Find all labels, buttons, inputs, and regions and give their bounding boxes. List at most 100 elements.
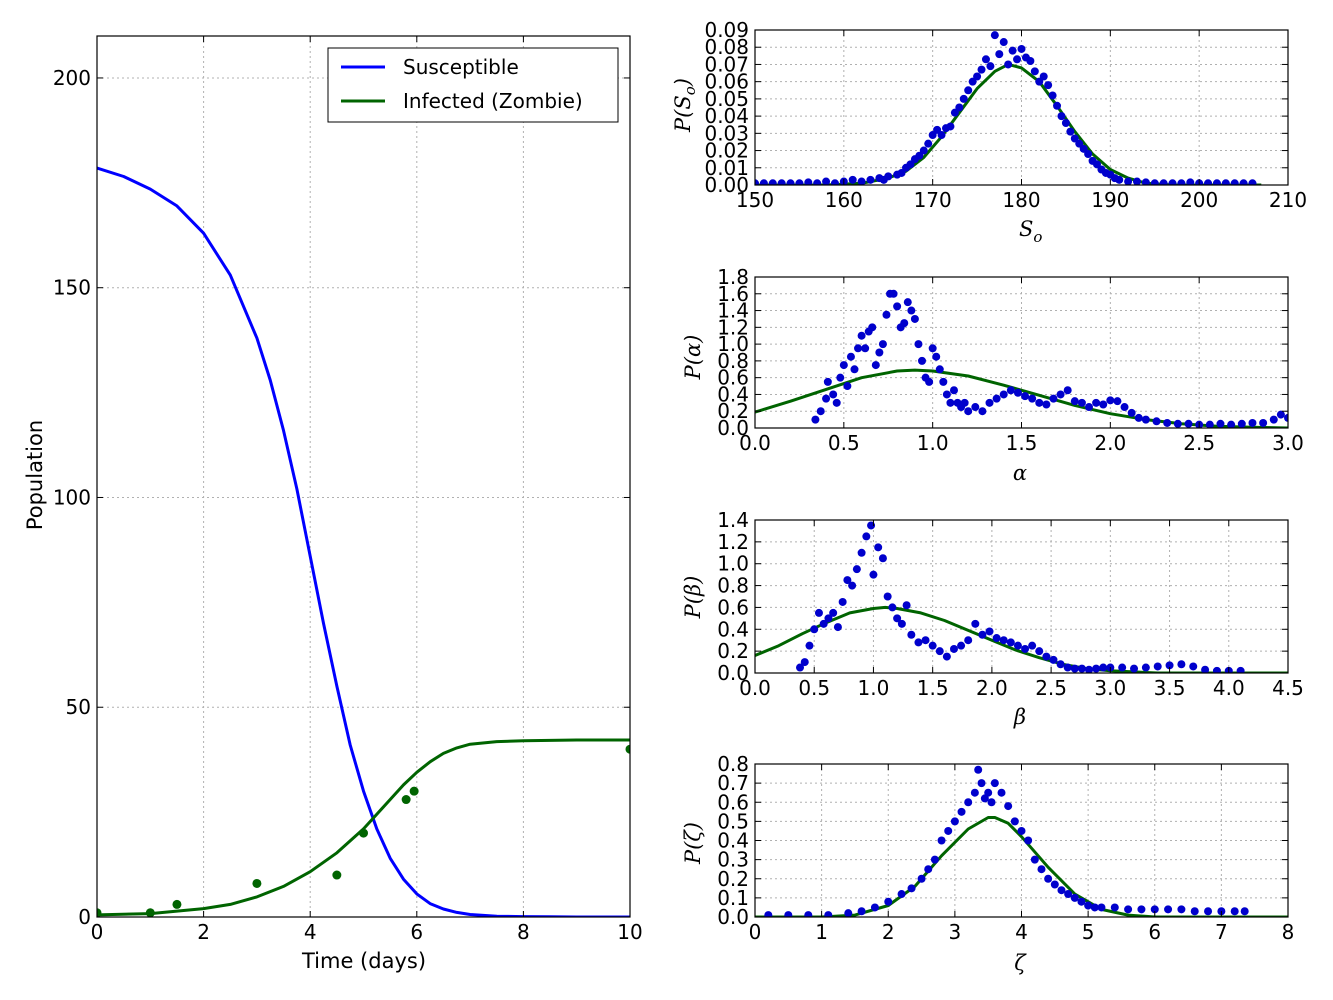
so-data-point [848, 175, 857, 184]
zeta-data-point [987, 798, 996, 807]
zeta-ytick-label: 0.8 [717, 752, 749, 776]
zeta-data-point [930, 855, 939, 864]
main-data-point [145, 908, 155, 917]
so-data-point [884, 172, 893, 181]
main-xlabel: Time (days) [301, 949, 426, 973]
beta-xtick-label: 0.5 [798, 676, 830, 700]
alpha-data-point [1106, 396, 1115, 405]
alpha-data-point [1284, 413, 1288, 422]
so-ytick-label: 0.01 [704, 156, 749, 180]
alpha-data-point [832, 398, 841, 407]
zeta-data-point [974, 765, 983, 774]
so-data-point [830, 179, 839, 185]
zeta-data-point [984, 788, 993, 797]
beta-data-point [796, 663, 805, 672]
beta-axes-frame [754, 519, 1289, 674]
so-data-point [1057, 112, 1066, 121]
zeta-ytick-label: 0.6 [717, 790, 749, 814]
main-xtick-label: 0 [91, 920, 104, 944]
alpha-ytick-label: 0.2 [717, 399, 749, 423]
zeta-data-point [1017, 826, 1026, 835]
alpha-data-point [992, 394, 1001, 403]
alpha-data-point [857, 331, 866, 340]
alpha-xtick-label: 0.5 [828, 431, 860, 455]
alpha-data-point [1049, 394, 1058, 403]
alpha-data-point [893, 302, 902, 311]
beta-data-point [1077, 664, 1086, 673]
alpha-data-point [875, 348, 884, 357]
zeta-data-point [897, 890, 906, 899]
so-ytick-label: 0.08 [704, 35, 749, 59]
zeta-data-point [944, 826, 953, 835]
zeta-data-point [1070, 893, 1079, 902]
alpha-xtick-label: 2.5 [1183, 431, 1215, 455]
alpha-data-point [1028, 394, 1037, 403]
so-data-point [1026, 57, 1035, 65]
so-data-point [1177, 179, 1186, 185]
beta-data-point [888, 603, 897, 612]
alpha-plot: 0.0 0.5 1.0 1.5 2.0 2.5 3.00.00.20.40.60.81.01… [717, 265, 1304, 455]
alpha-data-point [850, 365, 859, 374]
beta-xtick-label: 3.0 [1094, 676, 1126, 700]
beta-data-point [1189, 662, 1198, 671]
beta-data-point [893, 614, 902, 623]
so-data-point [977, 65, 986, 74]
so-data-point [1004, 60, 1013, 69]
so-data-point [755, 179, 759, 185]
beta-data-point [1056, 660, 1065, 669]
zeta-ytick-label: 0.5 [717, 809, 749, 833]
alpha-data-point [935, 365, 944, 374]
beta-data-point [862, 532, 871, 541]
alpha-data-point [1152, 417, 1161, 426]
beta-plot: 0.0 0.5 1.0 1.5 2.0 2.5 3.0 3.5 4.0 4.50.00.20.40… [717, 508, 1304, 700]
alpha-data-point [1127, 408, 1136, 417]
beta-data-point [1042, 652, 1051, 661]
beta-ylabel: P(β) [681, 576, 705, 620]
main-data-point [172, 899, 182, 909]
beta-data-point [819, 619, 828, 628]
zeta-data-point [990, 779, 999, 788]
alpha-data-point [939, 377, 948, 386]
zeta-xtick-label: 8 [1282, 920, 1295, 944]
zeta-xtick-label: 7 [1215, 920, 1228, 944]
beta-ytick-label: 0.8 [717, 574, 749, 598]
main-data-point [625, 744, 630, 754]
zeta-ytick-label: 0.0 [717, 905, 749, 929]
alpha-ytick-label: 1.2 [717, 315, 749, 339]
alpha-ylabel: P(α) [681, 335, 705, 381]
main-axes-frame [96, 35, 631, 918]
so-data-point [1168, 179, 1177, 185]
beta-data-point [897, 619, 906, 628]
zeta-data-point [1190, 907, 1199, 916]
so-ytick-label: 0.03 [704, 121, 749, 145]
alpha-ytick-label: 1.4 [717, 299, 749, 323]
zeta-data-point [1090, 903, 1099, 912]
zeta-data-point [1044, 874, 1053, 883]
zeta-xtick-label: 0 [749, 920, 762, 944]
zeta-xtick-label: 3 [949, 920, 962, 944]
beta-data-point [824, 614, 833, 623]
main-data-point [252, 878, 262, 888]
alpha-data-point [882, 310, 891, 319]
beta-data-point [1049, 655, 1058, 664]
alpha-data-point [900, 319, 909, 328]
legend-susceptible-label: Susceptible [403, 55, 519, 79]
so-xtick-label: 200 [1180, 188, 1218, 212]
alpha-data-point [1006, 386, 1015, 395]
alpha-data-point [1227, 420, 1236, 428]
zeta-xlabel: ζ [1014, 951, 1027, 975]
beta-xtick-label: 2.0 [976, 676, 1008, 700]
alpha-data-point [1163, 418, 1172, 427]
main-susceptible-line [97, 166, 630, 917]
beta-ytick-label: 1.2 [717, 530, 749, 554]
alpha-data-point [932, 352, 941, 361]
alpha-data-point [942, 390, 951, 399]
beta-data-point [928, 641, 937, 650]
zeta-data-point [1150, 905, 1159, 914]
beta-xtick-label: 3.5 [1154, 676, 1186, 700]
beta-data-point [874, 543, 883, 552]
alpha-data-point [1042, 400, 1051, 409]
beta-data-point [1212, 666, 1221, 673]
beta-data-point [829, 608, 838, 617]
